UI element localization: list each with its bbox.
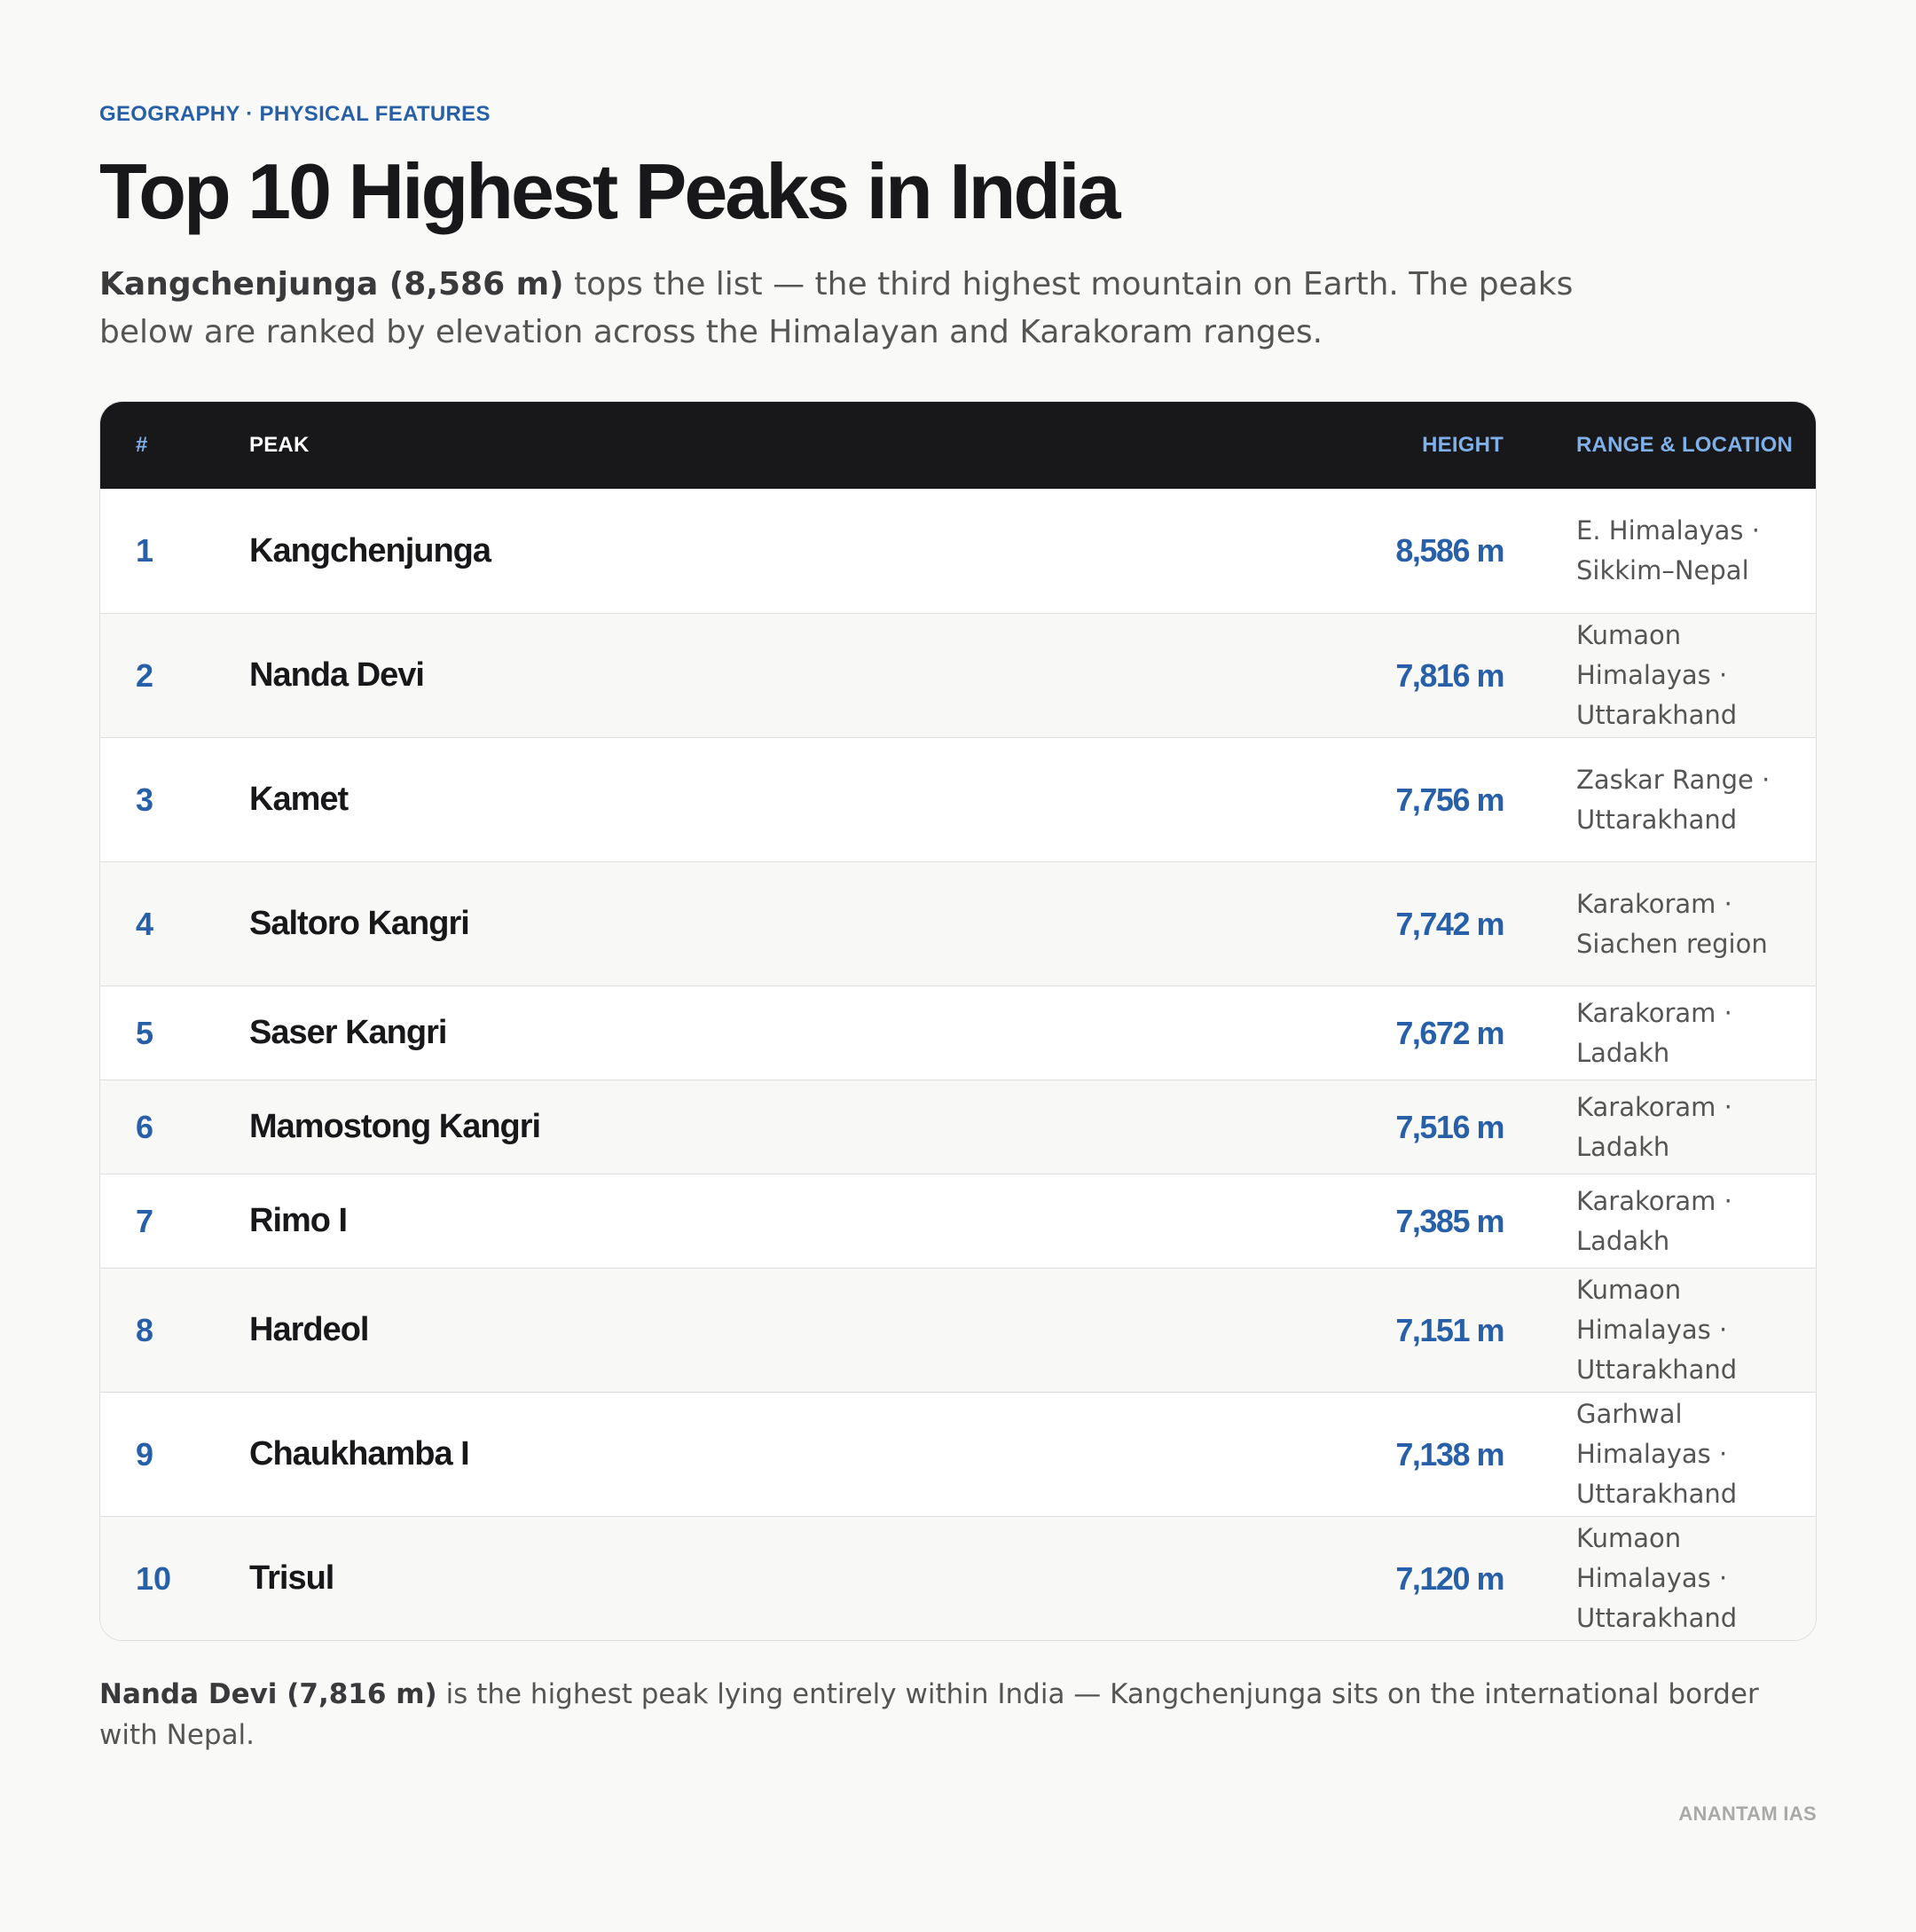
table-row: 2 Nanda Devi 7,816 m Kumaon Himalayas · … xyxy=(100,613,1816,737)
table-row: 8 Hardeol 7,151 m Kumaon Himalayas · Utt… xyxy=(100,1268,1816,1392)
height-cell: 7,385 m xyxy=(1395,1202,1504,1239)
peak-name-cell: Kangchenjunga xyxy=(249,531,491,569)
range-location-cell: Karakoram · Ladakh xyxy=(1576,1091,1732,1162)
rank-cell: 8 xyxy=(136,1311,154,1348)
column-header-range: RANGE & LOCATION xyxy=(1576,433,1794,457)
peak-name-cell: Nanda Devi xyxy=(249,656,425,694)
peaks-table: # PEAK HEIGHT RANGE & LOCATION 1 Kangche… xyxy=(99,401,1817,1641)
rank-cell: 10 xyxy=(136,1559,172,1597)
height-cell: 7,138 m xyxy=(1395,1435,1504,1473)
range-location-cell: Karakoram · Siachen region xyxy=(1576,888,1768,959)
table-row: 1 Kangchenjunga 8,586 m E. Himalayas · S… xyxy=(100,489,1816,613)
page-title: Top 10 Highest Peaks in India xyxy=(99,147,1121,235)
footnote-text: is the highest peak lying entirely withi… xyxy=(99,1678,1759,1751)
height-cell: 8,586 m xyxy=(1395,532,1504,569)
table-row: 4 Saltoro Kangri 7,742 m Karakoram · Sia… xyxy=(100,861,1816,986)
range-location-cell: Garhwal Himalayas · Uttarakhand xyxy=(1576,1399,1738,1509)
brand-mark: ANANTAM IAS xyxy=(1678,1802,1817,1825)
height-cell: 7,120 m xyxy=(1395,1559,1504,1597)
peak-name-cell: Chaukhamba I xyxy=(249,1435,470,1473)
footnote-highlight: Nanda Devi (7,816 m) xyxy=(99,1678,437,1710)
table-row: 6 Mamostong Kangri 7,516 m Karakoram · L… xyxy=(100,1080,1816,1174)
footnote: Nanda Devi (7,816 m) is the highest peak… xyxy=(99,1674,1817,1755)
column-header-peak: PEAK xyxy=(249,433,310,457)
intro-highlight: Kangchenjunga (8,586 m) xyxy=(99,266,564,302)
range-location-cell: Kumaon Himalayas · Uttarakhand xyxy=(1576,1523,1738,1633)
range-location-cell: E. Himalayas · Sikkim–Nepal xyxy=(1576,515,1760,585)
table-row: 3 Kamet 7,756 m Zaskar Range · Uttarakha… xyxy=(100,737,1816,861)
rank-cell: 3 xyxy=(136,781,154,818)
column-header-height: HEIGHT xyxy=(1422,433,1504,457)
rank-cell: 2 xyxy=(136,656,154,694)
height-cell: 7,516 m xyxy=(1395,1108,1504,1145)
table-header: # PEAK HEIGHT RANGE & LOCATION xyxy=(100,402,1816,489)
table-row: 9 Chaukhamba I 7,138 m Garhwal Himalayas… xyxy=(100,1392,1816,1516)
intro-paragraph: Kangchenjunga (8,586 m) tops the list — … xyxy=(99,261,1661,357)
range-location-cell: Kumaon Himalayas · Uttarakhand xyxy=(1576,620,1738,730)
page: GEOGRAPHY · PHYSICAL FEATURES Top 10 Hig… xyxy=(99,99,1817,1825)
height-cell: 7,816 m xyxy=(1395,656,1504,694)
height-cell: 7,742 m xyxy=(1395,905,1504,942)
rank-cell: 1 xyxy=(136,532,154,569)
eyebrow-label: GEOGRAPHY · PHYSICAL FEATURES xyxy=(99,102,491,126)
table-row: 5 Saser Kangri 7,672 m Karakoram · Ladak… xyxy=(100,986,1816,1080)
range-location-cell: Kumaon Himalayas · Uttarakhand xyxy=(1576,1275,1738,1385)
table-row: 7 Rimo I 7,385 m Karakoram · Ladakh xyxy=(100,1174,1816,1268)
height-cell: 7,151 m xyxy=(1395,1311,1504,1348)
peak-name-cell: Kamet xyxy=(249,781,349,818)
table-row: 10 Trisul 7,120 m Kumaon Himalayas · Utt… xyxy=(100,1516,1816,1640)
peak-name-cell: Hardeol xyxy=(249,1311,369,1348)
column-header-rank: # xyxy=(136,433,148,457)
rank-cell: 5 xyxy=(136,1014,154,1051)
range-location-cell: Zaskar Range · Uttarakhand xyxy=(1576,764,1771,835)
rank-cell: 7 xyxy=(136,1202,154,1239)
height-cell: 7,756 m xyxy=(1395,781,1504,818)
range-location-cell: Karakoram · Ladakh xyxy=(1576,1185,1732,1256)
intro-text: tops the list — the third highest mounta… xyxy=(99,266,1574,350)
rank-cell: 4 xyxy=(136,905,154,942)
peak-name-cell: Saser Kangri xyxy=(249,1014,447,1051)
peak-name-cell: Trisul xyxy=(249,1559,334,1597)
peak-name-cell: Rimo I xyxy=(249,1202,348,1239)
height-cell: 7,672 m xyxy=(1395,1014,1504,1051)
rank-cell: 6 xyxy=(136,1108,154,1145)
rank-cell: 9 xyxy=(136,1435,154,1473)
range-location-cell: Karakoram · Ladakh xyxy=(1576,997,1732,1068)
peak-name-cell: Mamostong Kangri xyxy=(249,1108,541,1145)
peak-name-cell: Saltoro Kangri xyxy=(249,905,470,942)
